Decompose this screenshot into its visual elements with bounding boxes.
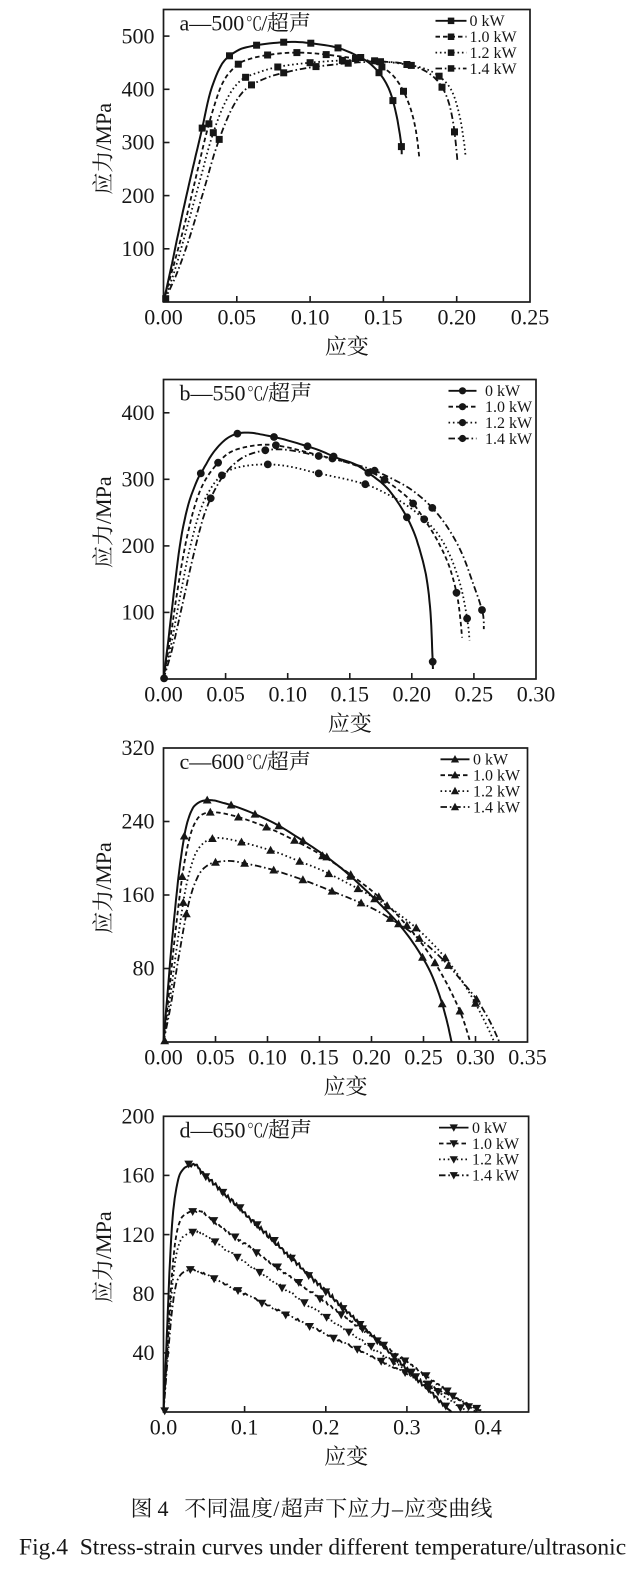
svg-text:300: 300 [122, 467, 155, 492]
svg-text:a—500: a—500 [180, 11, 245, 36]
svg-text:0.15: 0.15 [331, 682, 370, 707]
svg-text:1.0 kW: 1.0 kW [472, 1136, 520, 1153]
svg-text:0.05: 0.05 [206, 682, 245, 707]
svg-text:/: / [273, 1496, 280, 1521]
svg-text:1.2 kW: 1.2 kW [470, 45, 518, 62]
svg-text:/: / [261, 749, 268, 774]
svg-text:0.05: 0.05 [218, 305, 257, 330]
svg-text:0.20: 0.20 [393, 682, 432, 707]
svg-text:0.05: 0.05 [196, 1045, 235, 1070]
svg-text:1.4 kW: 1.4 kW [472, 1168, 520, 1185]
svg-text:160: 160 [122, 882, 155, 907]
svg-text:0.4: 0.4 [474, 1415, 502, 1440]
svg-text:0.25: 0.25 [404, 1045, 443, 1070]
svg-text:/MPa: /MPa [91, 842, 116, 890]
svg-text:0.2: 0.2 [312, 1415, 340, 1440]
svg-text:100: 100 [122, 600, 155, 625]
svg-text:0.3: 0.3 [393, 1415, 421, 1440]
svg-text:1.4 kW: 1.4 kW [470, 61, 518, 78]
svg-text:0 kW: 0 kW [472, 1120, 508, 1137]
svg-text:400: 400 [122, 77, 155, 102]
svg-text:1.0 kW: 1.0 kW [485, 399, 533, 416]
svg-text:200: 200 [122, 1104, 155, 1129]
svg-text:200: 200 [122, 183, 155, 208]
svg-text:0.00: 0.00 [144, 1045, 183, 1070]
svg-text:/: / [261, 11, 268, 36]
svg-text:0.10: 0.10 [248, 1045, 287, 1070]
svg-text:80: 80 [133, 956, 155, 981]
svg-text:200: 200 [122, 533, 155, 558]
svg-text:d—650: d—650 [180, 1117, 246, 1142]
svg-text:1.4 kW: 1.4 kW [473, 799, 521, 816]
svg-text:0.20: 0.20 [437, 305, 476, 330]
svg-text:–: – [391, 1496, 404, 1521]
svg-text:160: 160 [122, 1163, 155, 1188]
svg-text:0.25: 0.25 [455, 682, 494, 707]
svg-text:4: 4 [158, 1496, 169, 1521]
svg-text:0.1: 0.1 [231, 1415, 259, 1440]
svg-text:b—550: b—550 [180, 381, 246, 406]
svg-text:0.15: 0.15 [364, 305, 403, 330]
svg-text:80: 80 [133, 1281, 155, 1306]
svg-text:/MPa: /MPa [91, 103, 116, 151]
svg-text:0 kW: 0 kW [470, 13, 506, 30]
svg-text:0.15: 0.15 [300, 1045, 339, 1070]
svg-text:/: / [262, 381, 269, 406]
svg-text:1.2 kW: 1.2 kW [485, 415, 533, 432]
svg-text:0 kW: 0 kW [473, 752, 509, 769]
svg-text:320: 320 [122, 735, 155, 760]
svg-text:300: 300 [122, 130, 155, 155]
svg-text:40: 40 [133, 1340, 155, 1365]
svg-text:0.00: 0.00 [144, 682, 183, 707]
svg-text:120: 120 [122, 1222, 155, 1247]
svg-text:1.2 kW: 1.2 kW [473, 783, 521, 800]
svg-text:1.0 kW: 1.0 kW [473, 768, 521, 785]
svg-text:0.20: 0.20 [352, 1045, 391, 1070]
svg-text:0.0: 0.0 [150, 1415, 178, 1440]
svg-text:0.25: 0.25 [511, 305, 550, 330]
svg-text:/: / [262, 1117, 269, 1142]
svg-text:0.30: 0.30 [517, 682, 556, 707]
svg-text:0 kW: 0 kW [485, 383, 521, 400]
svg-text:0.00: 0.00 [144, 305, 183, 330]
svg-text:100: 100 [122, 236, 155, 261]
svg-text:/MPa: /MPa [91, 1211, 116, 1259]
svg-text:240: 240 [122, 809, 155, 834]
svg-text:0.10: 0.10 [268, 682, 307, 707]
svg-text:1.4 kW: 1.4 kW [485, 431, 533, 448]
svg-text:Fig.4 Stress-strain curves un: Fig.4 Stress-strain curves under differe… [19, 1535, 626, 1561]
svg-text:c—600: c—600 [180, 749, 245, 774]
svg-text:1.2 kW: 1.2 kW [472, 1152, 520, 1169]
svg-text:0.35: 0.35 [508, 1045, 547, 1070]
svg-text:0.30: 0.30 [456, 1045, 495, 1070]
svg-text:500: 500 [122, 23, 155, 48]
svg-text:0.10: 0.10 [291, 305, 330, 330]
svg-text:400: 400 [122, 400, 155, 425]
svg-text:/MPa: /MPa [91, 476, 116, 524]
svg-text:1.0 kW: 1.0 kW [470, 29, 518, 46]
